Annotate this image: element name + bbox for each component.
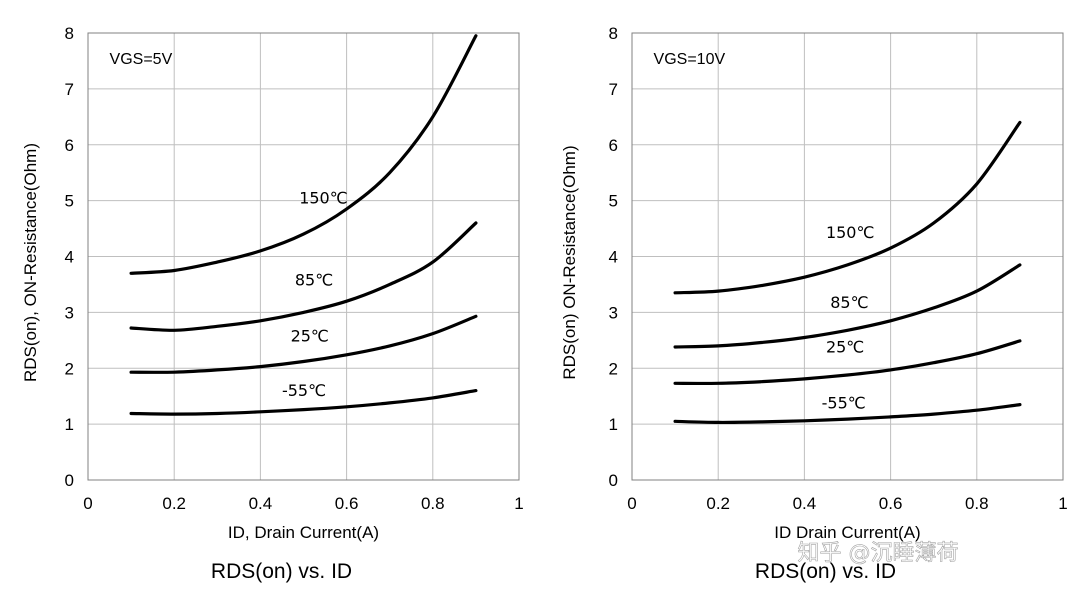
chart-vgs-10v: 0 1 2 3 4 5 6 7 8 0 0.2 0.4 0.6 0.8 1 150℃ 85℃ 25℃ -55℃ VGS… [560,24,1068,583]
x-tick-label: 1 [1058,494,1067,513]
x-axis-title: ID Drain Current(A) [774,523,920,542]
x-tick-label: 0.6 [335,494,359,513]
y-tick-label: 2 [65,359,74,378]
x-tick-label: 0.4 [793,494,817,513]
series-line--55℃ [673,403,1022,425]
chart-caption: RDS(on) vs. ID [211,560,352,583]
series-label: 150℃ [299,188,348,207]
x-tick-label: 0.4 [249,494,273,513]
watermark-text: 知乎 @沉睡薄荷 [798,541,959,566]
series-line-150℃ [129,34,478,275]
y-tick-label: 0 [65,471,74,490]
series-label: 25℃ [291,326,329,345]
series-line-150℃ [673,120,1022,295]
y-tick-label: 3 [65,303,74,322]
y-axis-title: RDS(on), ON-Resistance(Ohm) [21,143,40,382]
y-tick-label: 3 [609,303,618,322]
series-label: 25℃ [826,338,864,357]
series-label: -55℃ [282,381,326,400]
y-tick-label: 5 [65,192,74,211]
series-line--55℃ [129,389,478,416]
plot-area-frame [631,32,1064,481]
series-label: 85℃ [830,293,868,312]
series-line-85℃ [129,221,478,332]
series-label: -55℃ [822,393,866,412]
y-tick-label: 4 [609,248,618,267]
x-tick-label: 0.2 [162,494,186,513]
series-label: 150℃ [826,223,875,242]
x-tick-label: 1 [514,494,523,513]
y-tick-label: 8 [609,24,618,43]
x-tick-label: 0 [83,494,92,513]
plot-area-frame [87,32,520,481]
series-line-25℃ [129,314,478,374]
y-tick-label: 8 [65,24,74,43]
series-line-85℃ [673,263,1022,349]
y-tick-label: 4 [65,248,74,267]
y-tick-label: 2 [609,359,618,378]
x-tick-label: 0 [627,494,636,513]
y-tick-label: 1 [609,415,618,434]
x-tick-label: 0.6 [879,494,903,513]
vgs-annotation: VGS=10V [654,51,726,68]
y-tick-label: 5 [609,192,618,211]
y-tick-label: 0 [609,471,618,490]
x-tick-label: 0.2 [706,494,730,513]
x-tick-label: 0.8 [421,494,445,513]
y-tick-label: 6 [609,136,618,155]
y-tick-label: 7 [65,80,74,99]
chart-caption: RDS(on) vs. ID [755,560,896,583]
chart-vgs-5v: 0 1 2 3 4 5 6 7 8 0 0.2 0.4 0.6 0.8 1 150℃ 85℃ 25℃ -55℃ VGS… [21,24,524,583]
series-line-25℃ [673,339,1022,386]
x-axis-title: ID, Drain Current(A) [228,523,379,542]
y-axis-title: RDS(on) ON-Resistance(Ohm) [560,145,579,379]
y-tick-label: 1 [65,415,74,434]
x-tick-label: 0.8 [965,494,989,513]
y-tick-label: 7 [609,80,618,99]
series-label: 85℃ [295,271,333,290]
vgs-annotation: VGS=5V [110,51,173,68]
y-tick-label: 6 [65,136,74,155]
